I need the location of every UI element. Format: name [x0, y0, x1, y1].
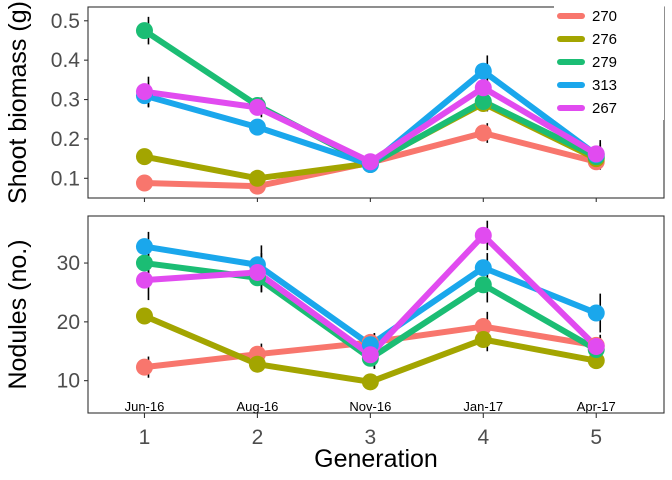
shoot-biomass-point-267 — [248, 98, 266, 116]
shoot-biomass-point-313 — [474, 62, 492, 80]
x-axis-title: Generation — [314, 445, 438, 473]
nodules-y-tick-label: 20 — [57, 311, 80, 334]
legend-swatch-point-267 — [568, 105, 574, 111]
nodules-point-267 — [135, 271, 153, 289]
nodules-point-267 — [587, 338, 605, 356]
shoot-biomass-y-tick-label: 0.3 — [51, 89, 80, 112]
shoot-biomass-point-270 — [474, 124, 492, 142]
shoot-biomass-point-267 — [474, 79, 492, 97]
nodules-point-267 — [248, 263, 266, 281]
shoot-biomass-y-tick-label: 0.5 — [51, 10, 80, 33]
x-tick-label: 3 — [365, 426, 377, 449]
legend-swatch-point-270 — [568, 13, 574, 19]
date-label: Jun-16 — [125, 399, 165, 414]
nodules-point-276 — [248, 355, 266, 373]
nodules-point-276 — [361, 373, 379, 391]
nodules-point-313 — [135, 238, 153, 256]
shoot-biomass-point-267 — [361, 153, 379, 171]
nodules-point-276 — [474, 330, 492, 348]
shoot-biomass-point-313 — [248, 118, 266, 136]
legend-label-267: 267 — [592, 100, 617, 117]
nodules-point-279 — [135, 254, 153, 272]
legend-label-279: 279 — [592, 54, 617, 71]
x-axis: 1 2 3 4 5 — [139, 198, 602, 449]
shoot-biomass-point-267 — [587, 145, 605, 163]
nodules-point-270 — [474, 318, 492, 336]
nodules-point-267 — [474, 226, 492, 244]
shoot-biomass-point-276 — [135, 148, 153, 166]
shoot-biomass-y-axis-title: Shoot biomass (g) — [4, 1, 32, 204]
legend-label-276: 276 — [592, 31, 617, 48]
x-tick-label: 2 — [252, 426, 264, 449]
nodules-point-279 — [474, 276, 492, 294]
shoot-biomass-y-tick-label: 0.1 — [51, 167, 80, 190]
legend-swatch-point-279 — [568, 59, 574, 65]
shoot-biomass-point-279 — [474, 93, 492, 111]
nodules-y-tick-label: 10 — [57, 370, 80, 393]
nodules-point-270 — [135, 358, 153, 376]
shoot-biomass-point-270 — [135, 174, 153, 192]
nodules-panel-frame — [87, 215, 665, 414]
date-label: Apr-17 — [577, 399, 616, 414]
x-tick-label: 1 — [139, 426, 151, 449]
nodules-series — [135, 220, 605, 391]
nodules-point-313 — [474, 259, 492, 277]
shoot-biomass-point-276 — [248, 169, 266, 187]
x-tick-label: 5 — [590, 426, 602, 449]
legend-swatch-point-276 — [568, 36, 574, 42]
legend-label-270: 270 — [592, 8, 617, 25]
nodules-point-276 — [135, 307, 153, 325]
legend-label-313: 313 — [592, 77, 617, 94]
nodules-y-tick-label: 30 — [57, 252, 80, 275]
shoot-biomass-series — [135, 16, 605, 195]
shoot-biomass-y-axis: 0.1 0.2 0.3 0.4 0.5 — [51, 10, 88, 190]
date-label: Aug-16 — [236, 399, 278, 414]
nodules-panel: 10 20 30 Jun-16 Aug-16 Nov-16 Jan-17 Apr-17 — [57, 215, 665, 414]
nodules-point-313 — [587, 304, 605, 322]
shoot-biomass-y-tick-label: 0.2 — [51, 128, 80, 151]
shoot-biomass-y-tick-label: 0.4 — [51, 49, 81, 72]
shoot-biomass-point-279 — [135, 22, 153, 40]
nodules-y-axis-title: Nodules (no.) — [4, 239, 32, 389]
nodules-point-267 — [361, 346, 379, 364]
shoot-biomass-panel: 0.1 0.2 0.3 0.4 0.5 — [51, 6, 665, 199]
legend-swatch-point-313 — [568, 82, 574, 88]
date-label: Nov-16 — [349, 399, 391, 414]
generation-date-labels: Jun-16 Aug-16 Nov-16 Jan-17 Apr-17 — [125, 399, 616, 414]
shoot-biomass-point-267 — [135, 83, 153, 101]
legend: 270 276 279 313 267 — [554, 0, 664, 120]
x-tick-label: 4 — [477, 426, 489, 449]
date-label: Jan-17 — [463, 399, 503, 414]
nodules-y-axis: 10 20 30 — [57, 252, 88, 393]
